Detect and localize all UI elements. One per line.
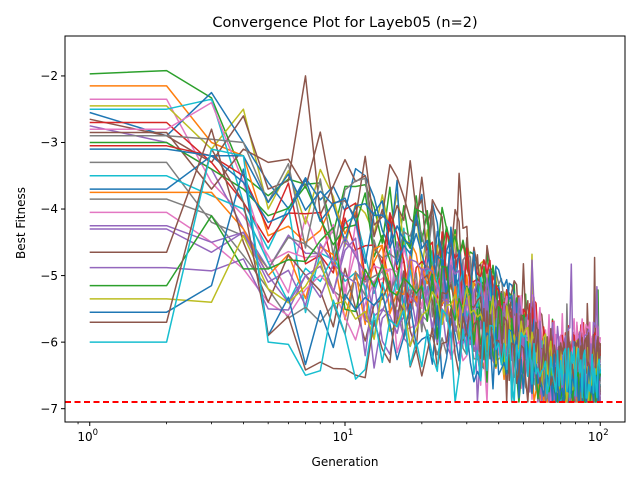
x-axis-label: Generation — [312, 455, 379, 469]
y-tick-label-1: −2 — [40, 69, 58, 83]
y-axis-label: Best Fitness — [14, 187, 28, 259]
series-line-30 — [89, 148, 602, 403]
y-tick-label-2: −3 — [40, 136, 58, 150]
y-tick-label-5: −6 — [40, 335, 58, 349]
y-tick-label-3: −4 — [40, 202, 58, 216]
chart-title: Convergence Plot for Layeb05 (n=2) — [212, 15, 477, 31]
y-tick-label-4: −5 — [40, 269, 58, 283]
series-line-24 — [89, 128, 602, 403]
x-tick-exponent-3: 2 — [603, 428, 608, 438]
y-tick-label-6: −7 — [40, 402, 58, 416]
x-tick-exponent-1: 0 — [93, 428, 98, 438]
plot-area — [65, 69, 625, 404]
x-tick-exponent-2: 1 — [348, 428, 353, 438]
